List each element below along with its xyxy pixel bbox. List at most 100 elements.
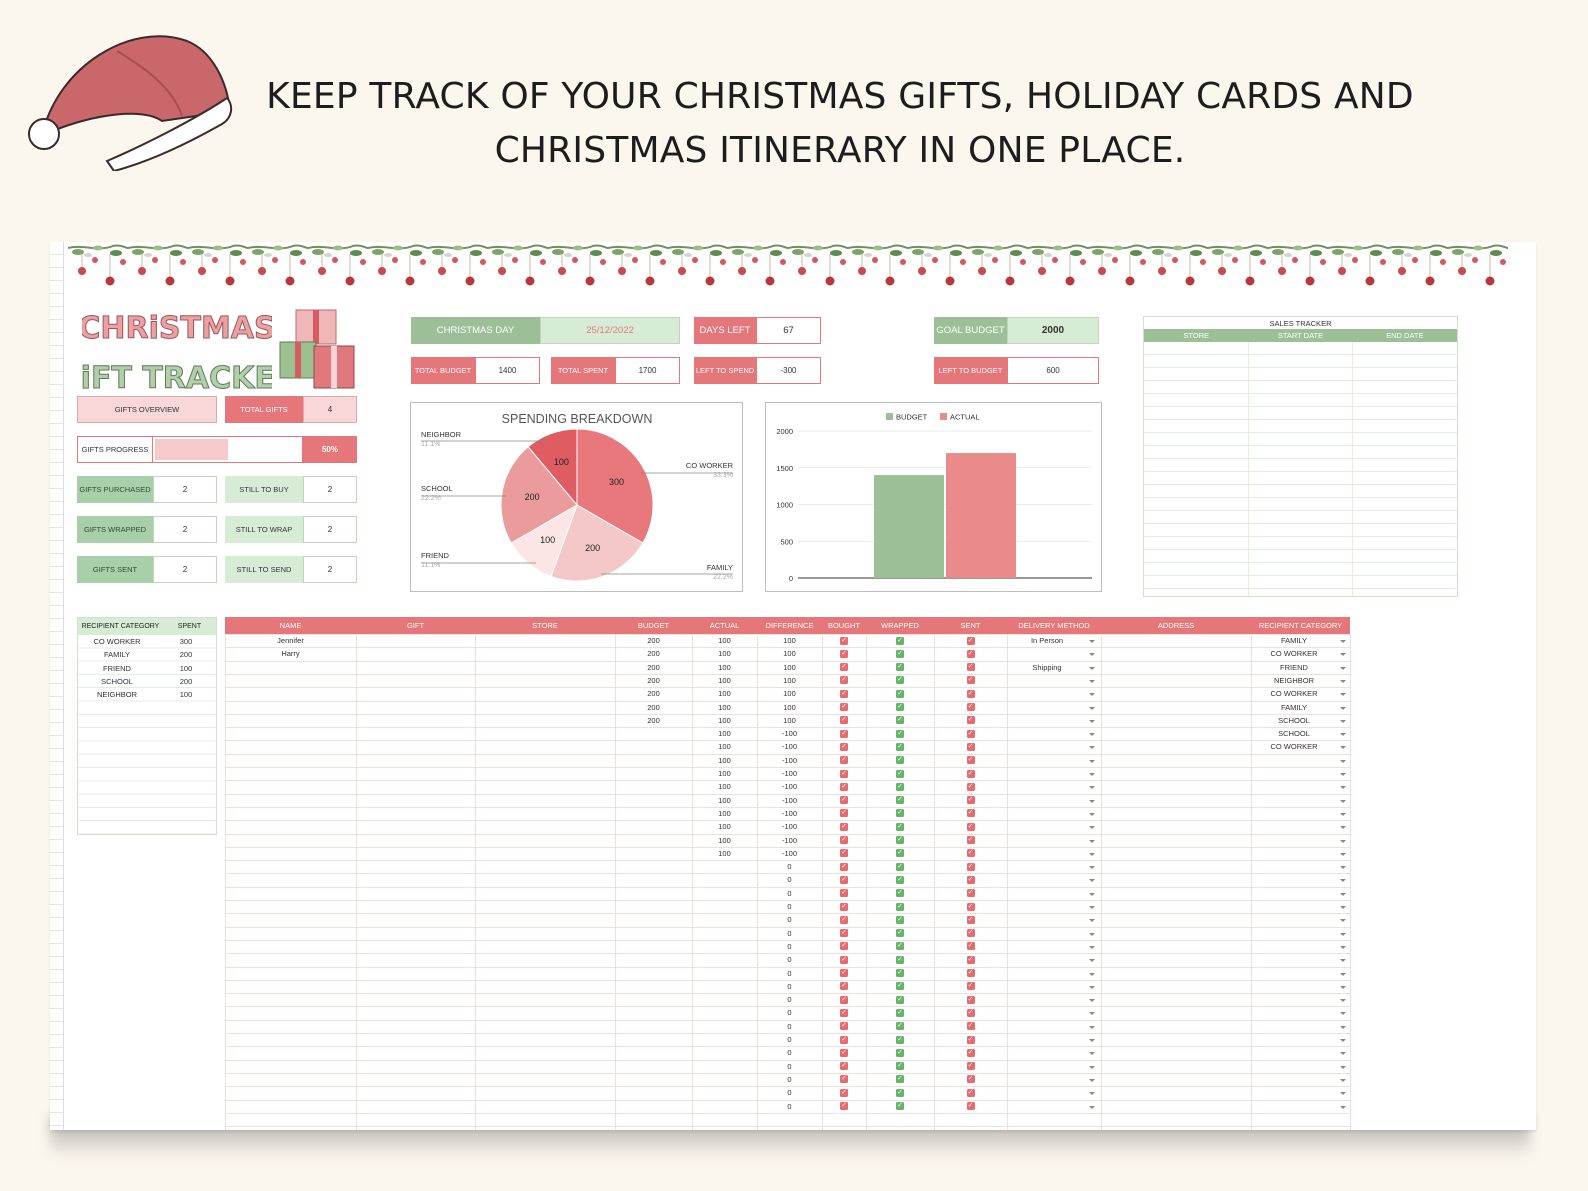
wrapped-checkbox[interactable]: ✓ (896, 875, 904, 884)
delivery-dropdown-chevron-icon[interactable] (1089, 1065, 1095, 1069)
delivery-dropdown-chevron-icon[interactable] (1089, 892, 1095, 896)
wrapped-checkbox[interactable]: ✓ (896, 1102, 904, 1110)
sent-checkbox[interactable]: ✓ (966, 809, 975, 818)
sent-checkbox[interactable]: ✓ (966, 689, 975, 698)
bought-checkbox[interactable]: ✓ (840, 1008, 848, 1017)
sent-checkbox[interactable]: ✓ (966, 862, 975, 871)
bought-checkbox[interactable]: ✓ (840, 1022, 848, 1031)
bought-checkbox[interactable]: ✓ (840, 756, 848, 765)
bought-checkbox[interactable]: ✓ (840, 636, 848, 645)
delivery-dropdown-chevron-icon[interactable] (1089, 906, 1095, 909)
wrapped-checkbox[interactable]: ✓ (896, 969, 904, 977)
category-dropdown-chevron-icon[interactable] (1340, 666, 1346, 670)
delivery-dropdown-chevron-icon[interactable] (1089, 852, 1095, 856)
sent-checkbox[interactable]: ✓ (966, 875, 975, 884)
row-name[interactable]: Harry (281, 649, 300, 659)
bought-checkbox[interactable]: ✓ (840, 902, 848, 911)
sent-checkbox[interactable]: ✓ (966, 716, 975, 725)
row-budget[interactable]: 200 (647, 689, 660, 699)
bought-checkbox[interactable]: ✓ (840, 995, 848, 1004)
sent-checkbox[interactable]: ✓ (966, 889, 975, 898)
row-recipient-category[interactable]: SCHOOL (1278, 715, 1310, 725)
sent-checkbox[interactable]: ✓ (966, 1008, 975, 1017)
category-dropdown-chevron-icon[interactable] (1340, 985, 1346, 989)
delivery-dropdown-chevron-icon[interactable] (1089, 1025, 1095, 1029)
row-actual[interactable]: 100 (718, 636, 731, 645)
category-dropdown-chevron-icon[interactable] (1340, 1105, 1346, 1109)
row-budget[interactable]: 200 (647, 636, 660, 645)
row-actual[interactable]: 100 (718, 649, 731, 659)
category-dropdown-chevron-icon[interactable] (1340, 852, 1346, 856)
category-dropdown-chevron-icon[interactable] (1340, 799, 1346, 803)
bought-checkbox[interactable]: ✓ (840, 929, 848, 938)
wrapped-checkbox[interactable]: ✓ (896, 836, 904, 844)
delivery-dropdown-chevron-icon[interactable] (1089, 773, 1095, 776)
sent-checkbox[interactable]: ✓ (966, 915, 975, 924)
sent-checkbox[interactable]: ✓ (966, 995, 975, 1004)
bought-checkbox[interactable]: ✓ (840, 1048, 848, 1057)
row-recipient-category[interactable]: SCHOOL (1278, 729, 1310, 739)
wrapped-checkbox[interactable]: ✓ (896, 889, 904, 898)
bought-checkbox[interactable]: ✓ (840, 796, 848, 805)
category-dropdown-chevron-icon[interactable] (1340, 759, 1346, 763)
category-dropdown-chevron-icon[interactable] (1340, 1039, 1346, 1042)
category-dropdown-chevron-icon[interactable] (1340, 719, 1346, 723)
bought-checkbox[interactable]: ✓ (840, 769, 848, 778)
wrapped-checkbox[interactable]: ✓ (896, 1048, 904, 1057)
category-dropdown-chevron-icon[interactable] (1340, 932, 1346, 936)
category-dropdown-chevron-icon[interactable] (1340, 1025, 1346, 1029)
category-dropdown-chevron-icon[interactable] (1340, 892, 1346, 896)
sent-checkbox[interactable]: ✓ (966, 942, 975, 951)
category-dropdown-chevron-icon[interactable] (1340, 1065, 1346, 1069)
sent-checkbox[interactable]: ✓ (966, 1048, 975, 1057)
delivery-dropdown-chevron-icon[interactable] (1089, 746, 1095, 750)
wrapped-checkbox[interactable]: ✓ (896, 756, 904, 765)
sent-checkbox[interactable]: ✓ (966, 929, 975, 938)
category-dropdown-chevron-icon[interactable] (1340, 1052, 1346, 1056)
category-dropdown-chevron-icon[interactable] (1340, 1078, 1346, 1082)
delivery-dropdown-chevron-icon[interactable] (1089, 985, 1095, 989)
wrapped-checkbox[interactable]: ✓ (896, 636, 904, 645)
sent-checkbox[interactable]: ✓ (966, 1102, 975, 1110)
wrapped-checkbox[interactable]: ✓ (896, 1022, 904, 1031)
category-dropdown-chevron-icon[interactable] (1340, 640, 1346, 643)
wrapped-checkbox[interactable]: ✓ (896, 849, 904, 858)
bought-checkbox[interactable]: ✓ (840, 875, 848, 884)
category-dropdown-chevron-icon[interactable] (1340, 786, 1346, 790)
row-recipient-category[interactable]: CO WORKER (1270, 742, 1318, 752)
delivery-dropdown-chevron-icon[interactable] (1089, 812, 1095, 816)
delivery-dropdown-chevron-icon[interactable] (1089, 640, 1095, 643)
row-budget[interactable]: 200 (647, 649, 660, 659)
delivery-dropdown-chevron-icon[interactable] (1089, 826, 1095, 830)
row-recipient-category[interactable]: FAMILY (1280, 702, 1308, 712)
category-dropdown-chevron-icon[interactable] (1340, 919, 1346, 923)
category-dropdown-chevron-icon[interactable] (1340, 826, 1346, 830)
delivery-dropdown-chevron-icon[interactable] (1089, 1039, 1095, 1042)
row-actual[interactable]: 100 (718, 689, 731, 699)
category-dropdown-chevron-icon[interactable] (1340, 653, 1346, 657)
row-actual[interactable]: 100 (718, 769, 731, 778)
delivery-dropdown-chevron-icon[interactable] (1089, 706, 1095, 710)
wrapped-checkbox[interactable]: ✓ (896, 796, 904, 805)
sent-checkbox[interactable]: ✓ (966, 982, 975, 991)
wrapped-checkbox[interactable]: ✓ (896, 915, 904, 924)
row-actual[interactable]: 100 (718, 729, 731, 739)
row-actual[interactable]: 100 (718, 848, 731, 858)
delivery-dropdown-chevron-icon[interactable] (1089, 679, 1095, 683)
row-budget[interactable]: 200 (647, 675, 660, 685)
delivery-dropdown-chevron-icon[interactable] (1089, 919, 1095, 923)
sent-checkbox[interactable]: ✓ (966, 782, 975, 791)
row-actual[interactable]: 100 (718, 715, 731, 725)
bought-checkbox[interactable]: ✓ (840, 1035, 848, 1044)
bought-checkbox[interactable]: ✓ (840, 716, 848, 725)
delivery-dropdown-chevron-icon[interactable] (1089, 945, 1095, 949)
sent-checkbox[interactable]: ✓ (966, 703, 975, 711)
delivery-dropdown-chevron-icon[interactable] (1089, 693, 1095, 697)
wrapped-checkbox[interactable]: ✓ (896, 649, 904, 658)
delivery-dropdown-chevron-icon[interactable] (1089, 1052, 1095, 1056)
row-actual[interactable]: 100 (718, 662, 731, 672)
wrapped-checkbox[interactable]: ✓ (896, 703, 904, 711)
sent-checkbox[interactable]: ✓ (966, 955, 975, 964)
category-dropdown-chevron-icon[interactable] (1340, 866, 1346, 870)
sent-checkbox[interactable]: ✓ (966, 822, 975, 831)
